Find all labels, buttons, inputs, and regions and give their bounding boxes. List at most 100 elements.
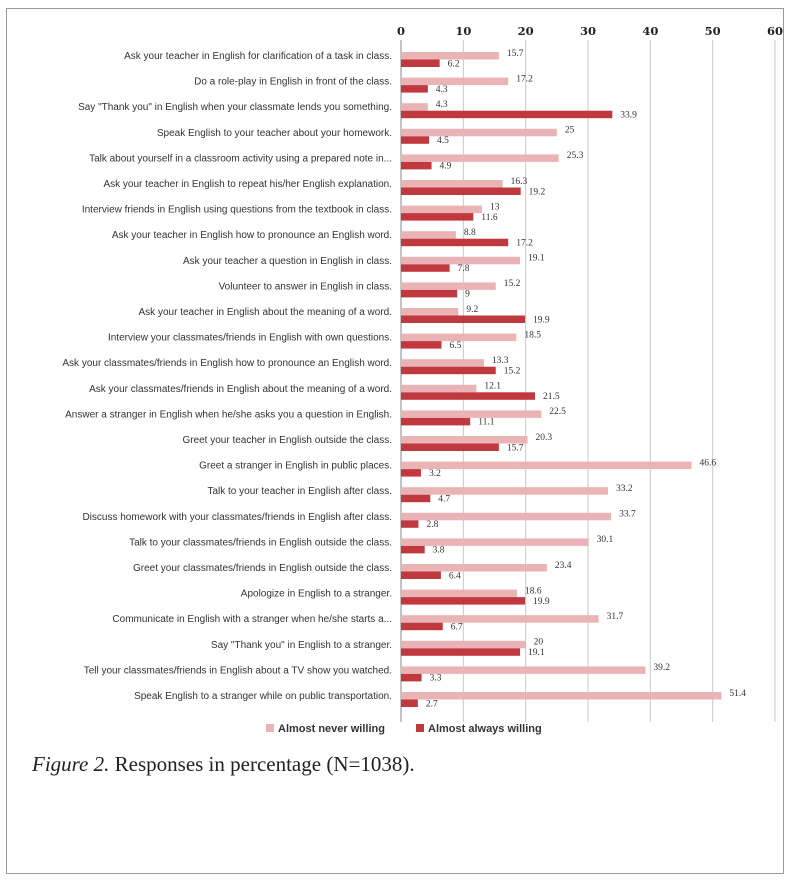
x-tick-labels: 0 10 20 30 40 50 60 <box>397 24 783 38</box>
bar-never-willing <box>401 359 484 367</box>
bar-never-willing <box>401 128 557 137</box>
bar-always-willing <box>401 264 450 272</box>
data-label: 12.1 <box>484 382 501 392</box>
data-label: 2.7 <box>426 699 438 709</box>
bar-always-willing <box>401 315 526 323</box>
bar-never-willing <box>401 692 722 700</box>
x-tick-label-50: 50 <box>705 24 721 38</box>
legend-swatch-1 <box>416 724 424 732</box>
data-label: 25.3 <box>567 151 584 161</box>
bar-never-willing <box>401 666 646 674</box>
bar-always-willing <box>401 289 458 298</box>
category-label: Answer a stranger in English when he/she… <box>65 409 392 420</box>
category-label: Discuss homework with your classmates/fr… <box>82 512 392 523</box>
bar-always-willing <box>401 161 432 170</box>
category-label: Talk to your teacher in English after cl… <box>207 486 392 497</box>
bar-always-willing <box>401 648 521 656</box>
data-label: 22.5 <box>549 407 566 417</box>
bar-always-willing <box>401 366 496 375</box>
category-label: Ask your teacher in English about the me… <box>139 307 392 318</box>
data-label: 15.7 <box>507 49 524 59</box>
bar-always-willing <box>401 238 509 247</box>
bar-never-willing <box>401 256 521 265</box>
x-tick-label-60: 60 <box>767 24 783 38</box>
data-label: 4.3 <box>436 85 448 95</box>
data-label: 11.1 <box>478 418 495 428</box>
bar-never-willing <box>401 103 428 111</box>
figure-frame <box>6 8 784 874</box>
bar-never-willing <box>401 512 612 521</box>
caption-label: Figure 2. <box>32 752 110 776</box>
category-label: Greet your classmates/friends in English… <box>133 563 392 574</box>
bar-never-willing <box>401 410 542 418</box>
data-label: 17.2 <box>516 74 533 84</box>
bar-never-willing <box>401 308 459 316</box>
data-label: 17.2 <box>516 238 533 248</box>
bar-always-willing <box>401 622 443 631</box>
bar-always-willing <box>401 59 440 67</box>
data-label: 3.3 <box>430 674 442 684</box>
bar-always-willing <box>401 187 521 195</box>
data-label: 4.9 <box>440 162 452 172</box>
category-label: Talk to your classmates/friends in Engli… <box>129 537 392 548</box>
data-label: 19.9 <box>533 315 550 325</box>
category-label: Apologize in English to a stranger. <box>241 589 392 600</box>
category-label: Speak English to a stranger while on pub… <box>134 691 392 702</box>
bar-never-willing <box>401 564 547 572</box>
data-label: 4.7 <box>438 494 450 504</box>
data-label: 6.5 <box>450 341 462 351</box>
data-label: 6.7 <box>451 622 463 632</box>
data-label: 18.6 <box>525 586 542 596</box>
gridlines <box>400 40 776 722</box>
data-label: 6.4 <box>449 571 461 581</box>
bar-always-willing <box>401 136 430 144</box>
data-label: 19.1 <box>528 254 545 264</box>
x-tick-label-20: 20 <box>518 24 534 38</box>
data-label: 19.9 <box>533 597 550 607</box>
category-label: Ask your teacher a question in English i… <box>183 256 392 267</box>
data-label: 39.2 <box>653 663 670 673</box>
category-label: Greet your teacher in English outside th… <box>182 435 392 446</box>
data-label: 25 <box>565 126 575 136</box>
category-label: Speak English to your teacher about your… <box>157 128 392 139</box>
legend-label-1: Almost always willing <box>428 723 542 735</box>
data-label: 19.1 <box>528 648 545 658</box>
legend-label-0: Almost never willing <box>278 723 385 735</box>
data-label: 16.3 <box>511 177 528 187</box>
data-label: 4.3 <box>436 100 448 110</box>
bar-always-willing <box>401 443 499 451</box>
category-label: Talk about yourself in a classroom activ… <box>89 153 392 164</box>
caption-text: Responses in percentage (N=1038). <box>109 752 415 776</box>
bar-never-willing <box>401 154 559 162</box>
bar-never-willing <box>401 615 599 623</box>
category-label: Ask your classmates/friends in English a… <box>89 384 392 395</box>
data-label: 9 <box>465 290 470 300</box>
data-label: 46.6 <box>699 458 716 468</box>
bar-always-willing <box>401 597 526 605</box>
category-label: Volunteer to answer in English in class. <box>219 281 392 292</box>
data-label: 20.3 <box>536 433 553 443</box>
bar-always-willing <box>401 520 419 528</box>
category-label: Interview friends in English using quest… <box>82 205 392 216</box>
data-label: 11.6 <box>481 213 498 223</box>
bar-always-willing <box>401 417 471 426</box>
legend: Almost never willing Almost always willin… <box>266 723 542 735</box>
bar-never-willing <box>401 205 483 214</box>
bar-never-willing <box>401 180 503 188</box>
data-label: 6.2 <box>448 59 460 69</box>
category-label: Do a role-play in English in front of th… <box>194 77 392 88</box>
data-label: 8.8 <box>464 228 476 238</box>
data-label: 15.2 <box>504 279 521 289</box>
data-label: 15.2 <box>504 366 521 376</box>
bar-never-willing <box>401 538 589 546</box>
data-label: 23.4 <box>555 561 572 571</box>
data-label: 31.7 <box>607 612 624 622</box>
data-label: 20 <box>534 638 544 648</box>
data-label: 33.7 <box>619 510 636 520</box>
data-label: 9.2 <box>466 305 478 315</box>
data-label: 33.2 <box>616 484 633 494</box>
data-label: 4.5 <box>437 136 449 146</box>
bar-always-willing <box>401 673 422 682</box>
bar-always-willing <box>401 85 428 93</box>
data-label: 30.1 <box>597 535 614 545</box>
